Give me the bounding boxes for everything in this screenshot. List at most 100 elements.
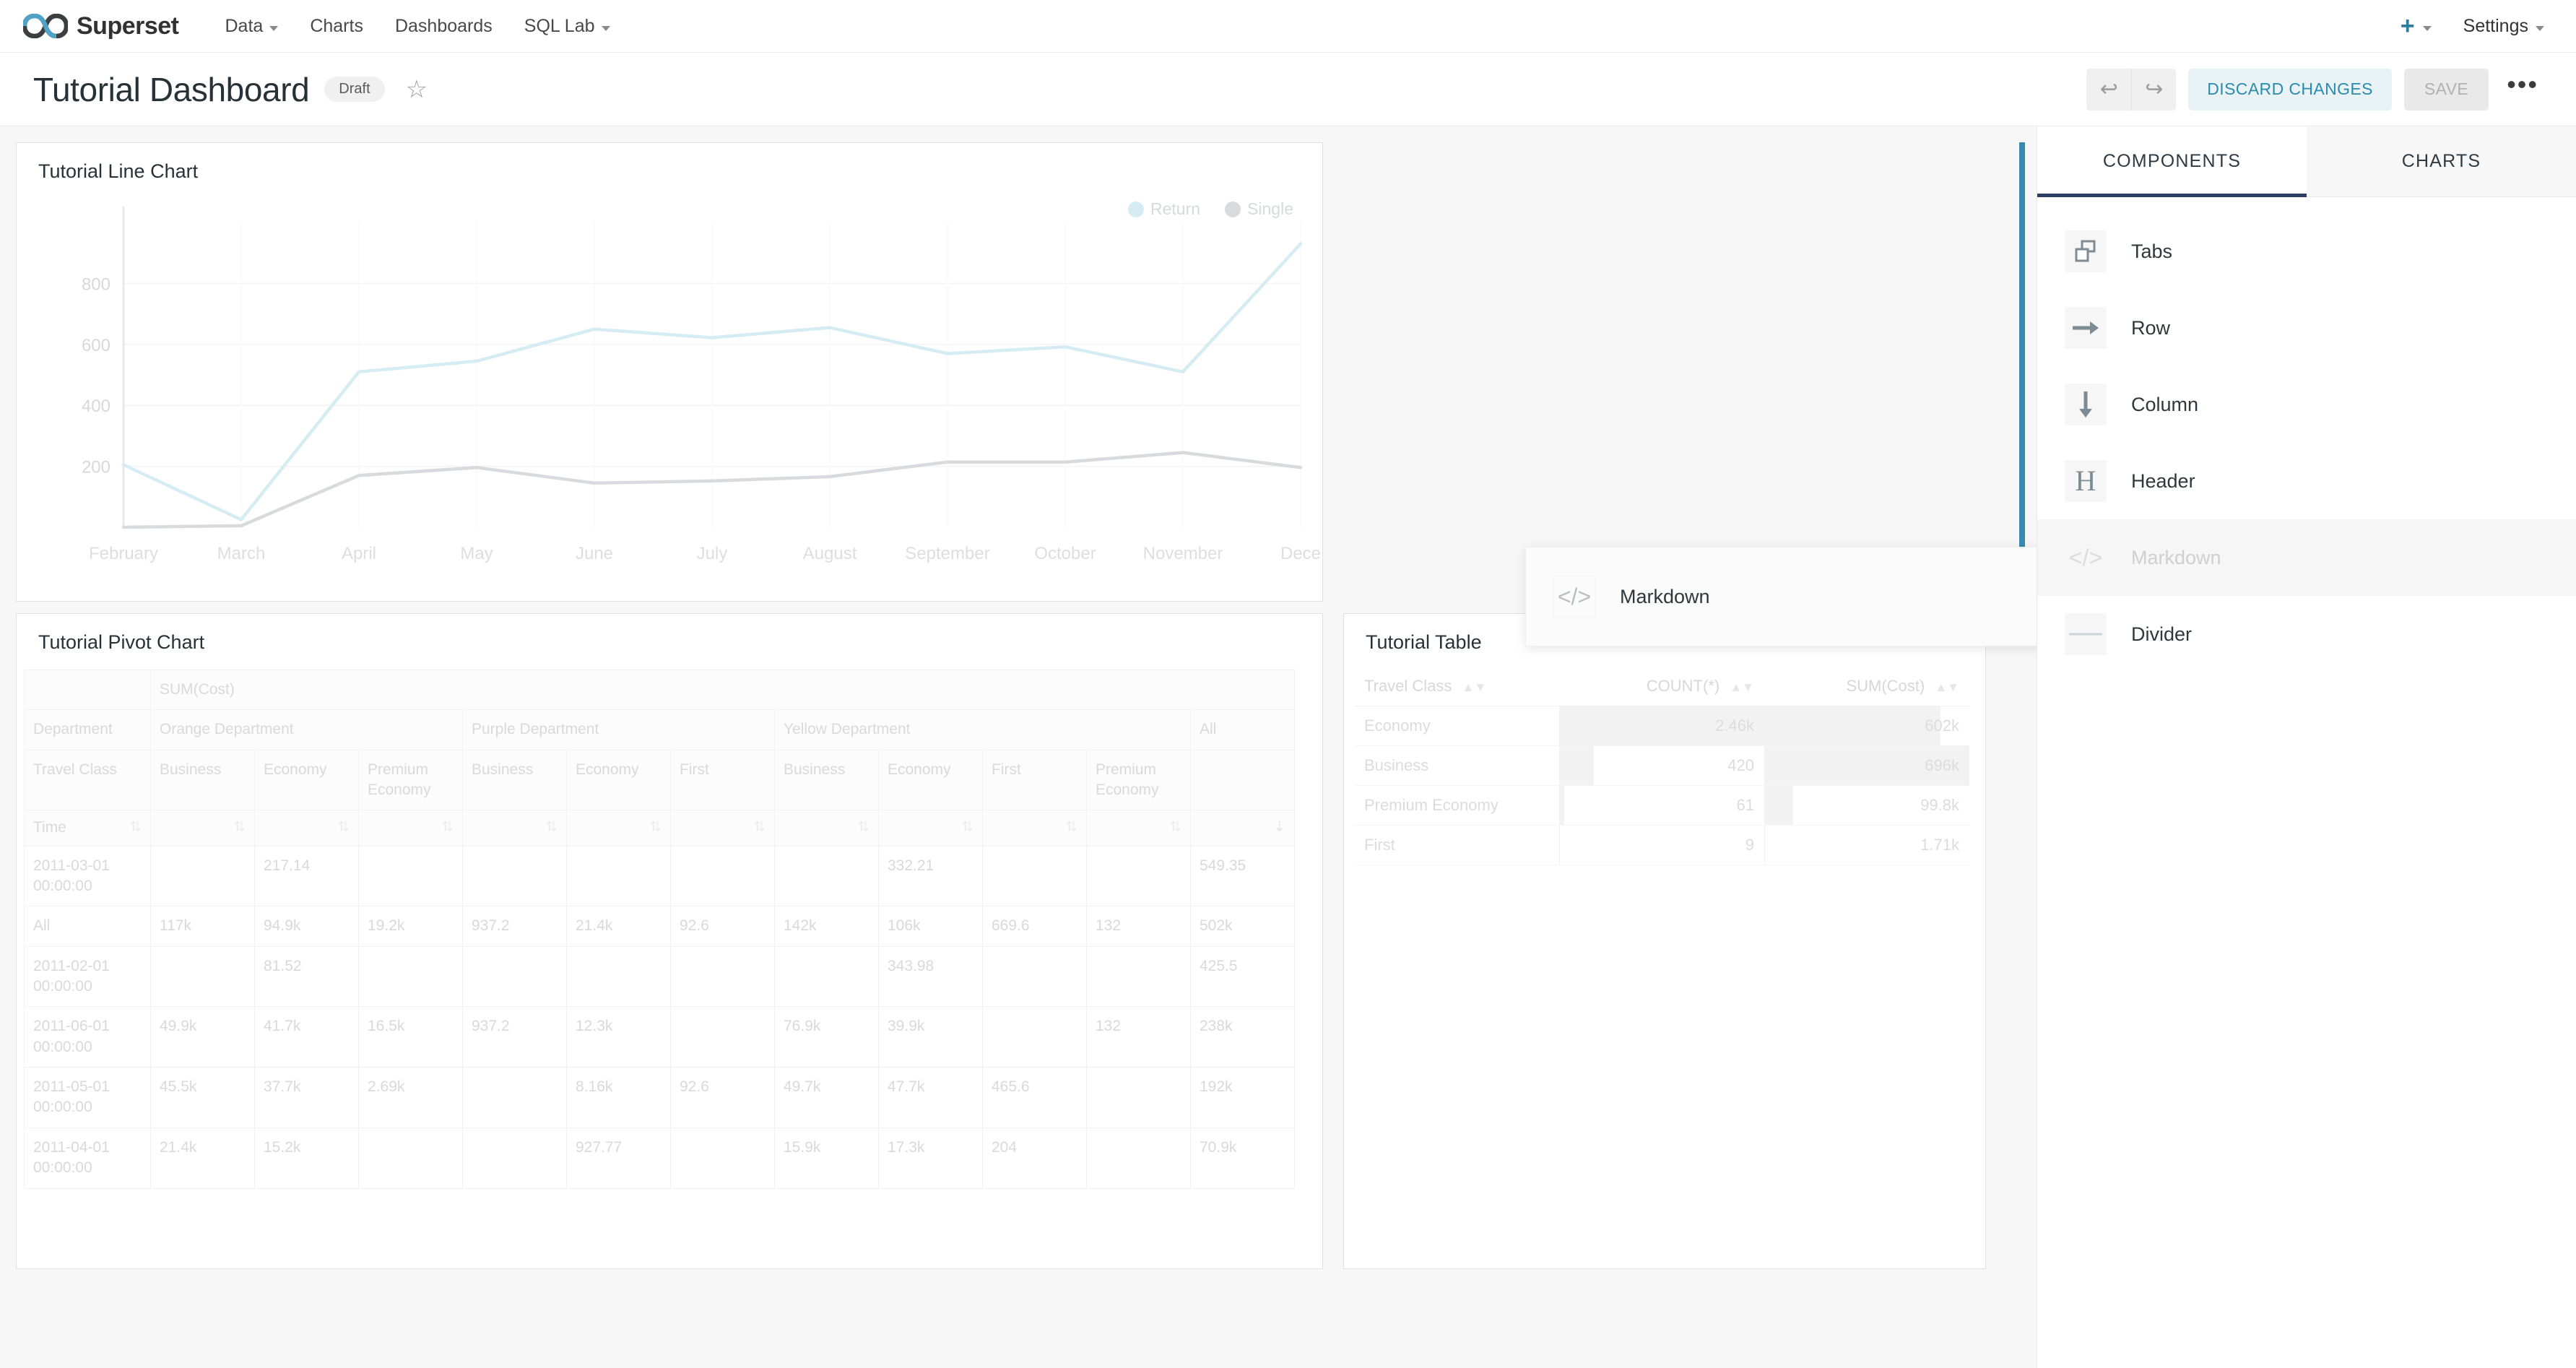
pivot-cell: 132 bbox=[1086, 1006, 1191, 1068]
pivot-cell bbox=[1086, 945, 1191, 1008]
sidebar-item-markdown[interactable]: </> Markdown bbox=[2037, 519, 2576, 596]
sidebar-item-column[interactable]: Column bbox=[2037, 366, 2576, 443]
sidebar-item-tabs[interactable]: Tabs bbox=[2037, 213, 2576, 290]
sort-icon[interactable]: ⇅ bbox=[337, 819, 350, 836]
pivot-sort-5[interactable]: ⇅ bbox=[670, 810, 775, 847]
col-header-sum-cost[interactable]: SUM(Cost) ▲▼ bbox=[1764, 667, 1969, 706]
table-row[interactable]: First 9 1.71k bbox=[1354, 825, 1969, 865]
pivot-table-scroll[interactable]: SUM(Cost) Department Orange Department P… bbox=[17, 654, 1322, 1189]
tab-components[interactable]: COMPONENTS bbox=[2037, 126, 2307, 197]
brand-logo-link[interactable]: Superset bbox=[23, 12, 179, 40]
star-outline-icon[interactable]: ☆ bbox=[405, 75, 428, 103]
chart-card-line[interactable]: Tutorial Line Chart Return Single 200 400… bbox=[16, 142, 1323, 602]
sort-icon[interactable]: ▲▼ bbox=[1730, 680, 1754, 694]
top-navbar: Superset Data Charts Dashboards SQL Lab … bbox=[0, 0, 2576, 53]
nav-link-charts[interactable]: Charts bbox=[294, 16, 379, 37]
sort-icon[interactable]: ⇅ bbox=[441, 819, 454, 836]
pivot-table-head: SUM(Cost) Department Orange Department P… bbox=[24, 669, 1295, 847]
pivot-cell: 94.9k bbox=[254, 906, 359, 947]
more-options-icon[interactable]: ••• bbox=[2507, 69, 2538, 99]
pivot-table-body: 2011-03-01 00:00:00 217.14 332.21 549.35 All… bbox=[24, 845, 1295, 1189]
tutorial-table-head: Travel Class ▲▼ COUNT(*) ▲▼ SUM(Cost) ▲▼ bbox=[1354, 667, 1969, 706]
x-axis-tick: March bbox=[217, 544, 266, 563]
y-axis-tick: 200 bbox=[82, 458, 110, 477]
sidebar-component-list: Tabs Row Column bbox=[2037, 197, 2576, 672]
nav-link-sql-lab[interactable]: SQL Lab bbox=[508, 16, 626, 37]
cell-value: 9 bbox=[1745, 836, 1754, 854]
col-header-travel-class[interactable]: Travel Class ▲▼ bbox=[1354, 667, 1559, 706]
pivot-cell bbox=[982, 945, 1087, 1008]
tutorial-table-body: Economy 2.46k 602k Business 420 696k Premium E… bbox=[1354, 706, 1969, 865]
pivot-sort-9[interactable]: ⇅ bbox=[1086, 810, 1191, 847]
pivot-corner-cell bbox=[24, 669, 151, 711]
table-row[interactable]: Premium Economy 61 99.8k bbox=[1354, 785, 1969, 826]
sort-icon[interactable]: ⇅ bbox=[233, 819, 246, 836]
new-item-button[interactable]: + bbox=[2401, 14, 2432, 38]
pivot-row: 2011-05-01 00:00:00 45.5k 37.7k 2.69k 8.16k 9… bbox=[24, 1067, 1295, 1128]
cell-count: 420 bbox=[1559, 745, 1764, 786]
settings-menu[interactable]: Settings bbox=[2463, 16, 2544, 37]
sort-icon[interactable]: ▲▼ bbox=[1935, 680, 1959, 694]
pivot-sort-8[interactable]: ⇅ bbox=[982, 810, 1087, 847]
tab-charts[interactable]: CHARTS bbox=[2401, 151, 2481, 171]
dashboard-row-2: Tutorial Pivot Chart SUM(Cost) Departmen… bbox=[0, 603, 2037, 1275]
page-title[interactable]: Tutorial Dashboard bbox=[33, 70, 310, 108]
sort-icon[interactable]: ▲▼ bbox=[1462, 680, 1487, 694]
drag-preview-markdown-card[interactable]: </> Markdown bbox=[1525, 547, 2037, 646]
sidebar-item-column-label: Column bbox=[2131, 393, 2199, 415]
pivot-cell: 92.6 bbox=[670, 906, 775, 947]
sidebar-item-row[interactable]: Row bbox=[2037, 290, 2576, 366]
x-axis-tick: October bbox=[1034, 544, 1096, 563]
legend-item-return[interactable]: Return bbox=[1128, 199, 1200, 219]
dashboard-drop-zone[interactable] bbox=[1323, 142, 2037, 603]
sort-icon[interactable]: ⇅ bbox=[129, 819, 142, 836]
sort-icon[interactable]: ⇅ bbox=[545, 819, 558, 836]
save-button[interactable]: SAVE bbox=[2403, 68, 2489, 111]
chart-card-table[interactable]: Tutorial Table Travel Class ▲▼ COUNT(*) bbox=[1343, 613, 1986, 1269]
nav-link-dashboards[interactable]: Dashboards bbox=[379, 16, 508, 37]
pivot-sort-3[interactable]: ⇅ bbox=[462, 810, 567, 847]
pivot-sort-10[interactable]: ⇣ bbox=[1190, 810, 1295, 847]
sort-icon[interactable]: ⇅ bbox=[753, 819, 766, 836]
col-header-count[interactable]: COUNT(*) ▲▼ bbox=[1559, 667, 1764, 706]
sort-icon[interactable]: ⇅ bbox=[961, 819, 973, 836]
sort-icon[interactable]: ⇅ bbox=[857, 819, 869, 836]
discard-changes-button[interactable]: DISCARD CHANGES bbox=[2188, 68, 2392, 111]
sort-icon[interactable]: ⇅ bbox=[1065, 819, 1077, 836]
cell-value: 2.46k bbox=[1715, 717, 1754, 735]
pivot-cell bbox=[358, 1127, 463, 1189]
cell-bar bbox=[1559, 706, 1764, 745]
pivot-row: 2011-06-01 00:00:00 49.9k 41.7k 16.5k 937.2 1… bbox=[24, 1006, 1295, 1068]
redo-arrow-icon[interactable]: ↪ bbox=[2131, 68, 2177, 111]
pivot-sort-7[interactable]: ⇅ bbox=[878, 810, 983, 847]
pivot-cell bbox=[462, 1067, 567, 1128]
pivot-metric-header: SUM(Cost) bbox=[150, 669, 1295, 711]
pivot-cell: 204 bbox=[982, 1127, 1087, 1189]
sort-icon[interactable]: ⇅ bbox=[1169, 819, 1181, 836]
nav-link-data[interactable]: Data bbox=[209, 16, 295, 37]
pivot-sort-0[interactable]: ⇅ bbox=[150, 810, 255, 847]
legend-item-single[interactable]: Single bbox=[1225, 199, 1293, 219]
sort-icon[interactable]: ⇅ bbox=[649, 819, 662, 836]
pivot-cell bbox=[1086, 845, 1191, 907]
table-row[interactable]: Business 420 696k bbox=[1354, 745, 1969, 786]
sidebar-item-markdown-label: Markdown bbox=[2131, 546, 2221, 568]
cell-bar bbox=[1764, 746, 1969, 785]
pivot-sort-6[interactable]: ⇅ bbox=[774, 810, 879, 847]
x-axis-tick: September bbox=[905, 544, 989, 563]
pivot-sort-2[interactable]: ⇅ bbox=[358, 810, 463, 847]
sidebar-item-divider[interactable]: Divider bbox=[2037, 596, 2576, 672]
undo-arrow-icon[interactable]: ↩ bbox=[2086, 68, 2132, 111]
chart-card-pivot[interactable]: Tutorial Pivot Chart SUM(Cost) Departmen… bbox=[16, 613, 1323, 1269]
pivot-cell: 37.7k bbox=[254, 1067, 359, 1128]
cell-sum-cost: 696k bbox=[1764, 745, 1969, 786]
pivot-sort-1[interactable]: ⇅ bbox=[254, 810, 359, 847]
cell-bar bbox=[1559, 826, 1561, 865]
table-row[interactable]: Economy 2.46k 602k bbox=[1354, 706, 1969, 746]
column-arrow-down-icon-svg bbox=[2079, 391, 2092, 417]
sort-desc-icon[interactable]: ⇣ bbox=[1273, 819, 1285, 836]
sidebar-item-header[interactable]: H Header bbox=[2037, 443, 2576, 519]
pivot-sort-4[interactable]: ⇅ bbox=[566, 810, 671, 847]
pivot-time-label[interactable]: Time ⇅ bbox=[24, 810, 151, 847]
pivot-cell: 106k bbox=[878, 906, 983, 947]
